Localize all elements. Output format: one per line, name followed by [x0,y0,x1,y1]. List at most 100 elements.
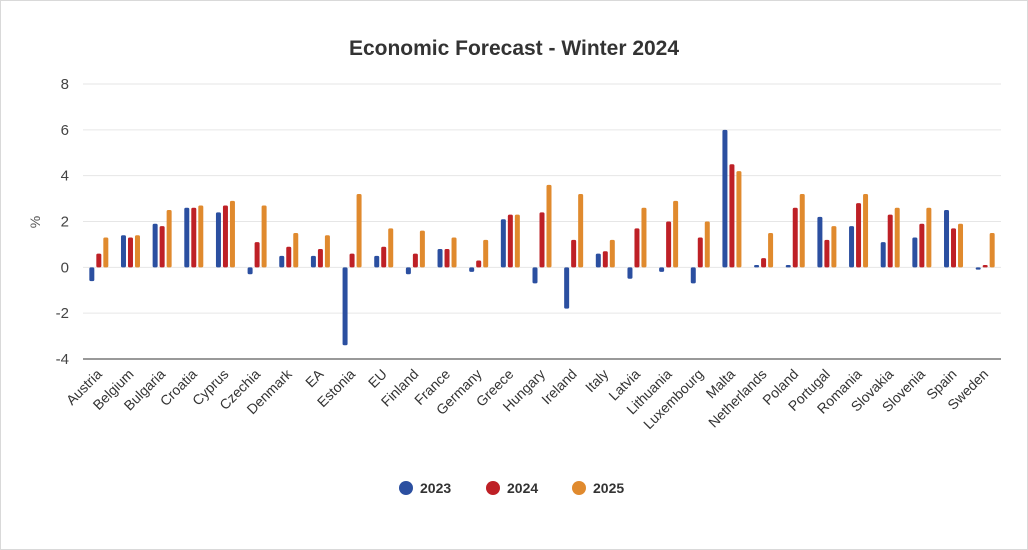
bar-2024-slovakia[interactable] [887,214,893,268]
bar-2025-finland[interactable] [419,230,425,268]
bar-2024-czechia[interactable] [254,242,260,268]
bar-2023-netherlands[interactable] [754,265,760,268]
bar-2024-hungary[interactable] [539,212,545,268]
bar-2025-bulgaria[interactable] [166,210,172,268]
bar-2023-ireland[interactable] [564,267,570,309]
bar-2023-belgium[interactable] [120,235,126,268]
bar-2025-portugal[interactable] [831,226,837,268]
bar-2024-poland[interactable] [792,207,798,268]
legend-label-2025[interactable]: 2025 [593,480,624,496]
bar-2025-sweden[interactable] [989,232,995,268]
bar-2024-slovenia[interactable] [919,223,925,268]
x-tick-label: EA [302,365,327,390]
legend-marker-2023[interactable] [399,481,413,495]
bar-2025-croatia[interactable] [198,205,204,268]
bar-2025-lithuania[interactable] [673,200,679,268]
bar-2024-luxembourg[interactable] [697,237,703,268]
bar-2023-greece[interactable] [500,219,506,268]
bar-2024-lithuania[interactable] [666,221,672,268]
bar-2025-ea[interactable] [324,235,330,268]
bar-2023-france[interactable] [437,249,443,268]
bar-2024-portugal[interactable] [824,239,830,268]
bar-2023-latvia[interactable] [627,267,633,279]
bar-2023-finland[interactable] [405,267,411,275]
bar-2025-greece[interactable] [514,214,520,268]
bar-2025-romania[interactable] [863,194,869,268]
y-axis-label: % [27,216,43,228]
bar-2024-ireland[interactable] [571,239,577,268]
bar-2024-malta[interactable] [729,164,735,268]
bar-2023-spain[interactable] [944,210,950,268]
bar-2024-cyprus[interactable] [222,205,228,268]
y-tick-label: 4 [61,168,69,185]
bar-2023-estonia[interactable] [342,267,348,346]
bar-2024-france[interactable] [444,249,450,268]
bar-2025-luxembourg[interactable] [704,221,710,268]
bar-2024-spain[interactable] [951,228,957,268]
bar-2023-romania[interactable] [849,226,855,268]
bar-2025-denmark[interactable] [293,232,299,268]
bar-2024-austria[interactable] [96,253,102,268]
bar-2025-austria[interactable] [103,237,109,268]
legend-label-2023[interactable]: 2023 [420,480,451,496]
legend-label-2024[interactable]: 2024 [507,480,538,496]
bar-2025-germany[interactable] [483,239,489,268]
bar-2025-poland[interactable] [799,194,805,268]
bar-2025-belgium[interactable] [134,235,140,268]
bar-2023-slovakia[interactable] [880,242,886,268]
bar-2023-germany[interactable] [469,267,475,272]
bar-2024-netherlands[interactable] [761,258,767,268]
bar-2023-hungary[interactable] [532,267,538,284]
bar-2025-spain[interactable] [958,223,964,268]
bar-2023-cyprus[interactable] [215,212,221,268]
y-axis-ticks: -4 -2 0 2 4 6 8 [56,76,69,368]
bar-2025-ireland[interactable] [578,194,584,268]
bar-2025-czechia[interactable] [261,205,267,268]
y-tick-label: 2 [61,214,69,231]
bar-2024-denmark[interactable] [286,246,292,268]
bar-2025-italy[interactable] [609,239,615,268]
bar-2024-finland[interactable] [412,253,418,268]
bar-2024-sweden[interactable] [982,265,988,268]
bar-2023-portugal[interactable] [817,216,823,268]
bar-2025-cyprus[interactable] [229,200,235,268]
bar-2023-denmark[interactable] [279,255,285,268]
bar-2024-croatia[interactable] [191,207,197,268]
bar-2025-netherlands[interactable] [768,232,774,268]
bar-2023-czechia[interactable] [247,267,253,275]
bar-2024-ea[interactable] [317,249,323,268]
y-tick-label: -4 [56,351,69,368]
bar-2025-malta[interactable] [736,171,742,268]
bar-2023-ea[interactable] [310,255,316,268]
bar-2024-belgium[interactable] [127,237,133,268]
bar-2025-eu[interactable] [388,228,394,268]
bar-2024-germany[interactable] [476,260,482,268]
bar-2024-estonia[interactable] [349,253,355,268]
bar-2023-malta[interactable] [722,129,728,268]
bar-2023-lithuania[interactable] [659,267,665,272]
bar-2023-poland[interactable] [785,265,791,268]
bar-2023-bulgaria[interactable] [152,223,158,268]
bar-2023-luxembourg[interactable] [690,267,696,284]
bar-2023-eu[interactable] [374,255,380,268]
bar-2024-italy[interactable] [602,251,608,268]
legend-marker-2024[interactable] [486,481,500,495]
bar-2023-croatia[interactable] [184,207,190,268]
bar-2025-estonia[interactable] [356,194,362,268]
bar-2025-hungary[interactable] [546,184,552,268]
bar-2024-greece[interactable] [507,214,513,268]
bar-2025-france[interactable] [451,237,457,268]
bar-2023-slovenia[interactable] [912,237,918,268]
bar-2023-sweden[interactable] [975,267,981,270]
bar-2024-latvia[interactable] [634,228,640,268]
bar-2024-eu[interactable] [381,246,387,268]
bar-2023-austria[interactable] [89,267,95,282]
bar-2025-slovakia[interactable] [894,207,900,268]
bar-2024-romania[interactable] [856,203,862,268]
bar-2025-latvia[interactable] [641,207,647,268]
bar-2025-slovenia[interactable] [926,207,932,268]
bar-2023-italy[interactable] [595,253,601,268]
legend-marker-2025[interactable] [572,481,586,495]
bar-2024-bulgaria[interactable] [159,226,165,268]
